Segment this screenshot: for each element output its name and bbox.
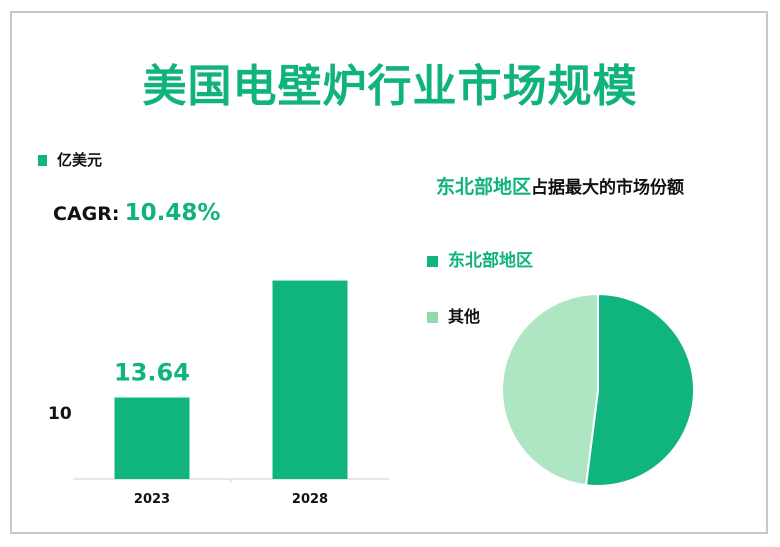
pie-slice-1 [501, 292, 599, 487]
x-tick-label: 2023 [134, 492, 170, 507]
pie-legend-label: 其他 [448, 307, 481, 326]
pie-legend-label: 东北部地区 [448, 251, 533, 271]
pie-slice-0 [584, 292, 695, 487]
data-label: 13.64 [114, 359, 190, 387]
page-title: 美国电壁炉行业市场规模 [142, 61, 638, 112]
pie-legend-item-other: 其他 [427, 303, 480, 327]
y-tick-label: 10 [48, 404, 72, 424]
cagr-value: 10.48% [124, 200, 221, 226]
chart-frame [10, 11, 768, 534]
legend-swatch [427, 255, 438, 267]
bar-legend-label: 亿美元 [57, 151, 103, 169]
cagr: CAGR: 10.48% [53, 200, 220, 226]
bar-2023 [114, 397, 190, 479]
legend-swatch [427, 312, 438, 323]
pie-title-highlight: 东北部地区 [436, 176, 532, 198]
bar-legend: 亿美元 [38, 149, 102, 170]
legend-swatch [38, 155, 47, 166]
pie-legend-item-northeast: 东北部地区 [427, 246, 533, 271]
x-tick-label: 2028 [292, 492, 328, 507]
bar-2028 [272, 280, 348, 479]
cagr-label: CAGR: [53, 203, 120, 225]
pie-title: 东北部地区占据最大的市场份额 [436, 172, 684, 199]
pie-title-rest: 占据最大的市场份额 [531, 178, 685, 198]
